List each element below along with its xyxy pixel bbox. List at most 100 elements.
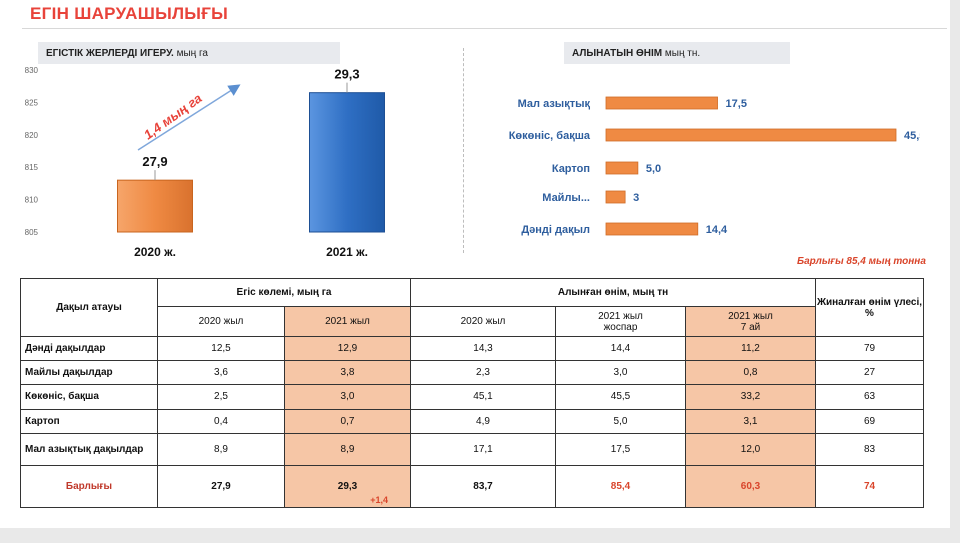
yield-value-label: 45,5 xyxy=(904,130,920,142)
bar-2020 xyxy=(117,179,193,233)
total-share: 74 xyxy=(815,464,924,509)
table-row: Дәнді дақылдар 12,5 12,9 14,3 14,4 11,2 79 xyxy=(20,336,924,362)
crop-name-cell: Майлы дақылдар xyxy=(20,360,158,386)
table-cell-a20: 0,4 xyxy=(157,408,285,434)
col-share-header: Жиналған өнім үлесі, % xyxy=(815,277,924,338)
category-label: Мал азықтық xyxy=(518,98,591,110)
total-yield-plan: 85,4 xyxy=(555,464,686,509)
area-bar-chart: 830 825 820 815 810 805 27,9 2020 ж. 29,3 2021 ж… xyxy=(25,66,385,259)
table-cell-share: 79 xyxy=(815,336,924,362)
sub-yield-7m: 2021 жыл 7 ай xyxy=(685,306,816,338)
crop-name-cell: Көкөніс, бақша xyxy=(20,384,158,410)
y-tick-label: 825 xyxy=(25,98,39,107)
sub-area-2021: 2021 жыл xyxy=(284,306,411,338)
table-cell-share: 69 xyxy=(815,408,924,434)
table-cell-a20: 8,9 xyxy=(157,432,285,466)
category-label: Майлы... xyxy=(542,192,590,204)
table-row: Майлы дақылдар 3,6 3,8 2,3 3,0 0,8 27 xyxy=(20,360,924,386)
page-title: ЕГІН ШАРУАШЫЛЫҒЫ xyxy=(30,4,229,23)
yield-value-label: 17,5 xyxy=(726,98,747,110)
table-cell-plan: 45,5 xyxy=(555,384,686,410)
title-divider xyxy=(22,28,947,29)
sub-yield-2020: 2020 жыл xyxy=(410,306,556,338)
growth-arrow xyxy=(137,84,241,151)
col-area-header: Егіс көлемі, мың га xyxy=(157,277,411,308)
table-row: Мал азықтық дақылдар 8,9 8,9 17,1 17,5 12,0 83 xyxy=(20,432,924,466)
table-cell-y20: 14,3 xyxy=(410,336,556,362)
table-cell-m7: 3,1 xyxy=(685,408,816,434)
category-label: Көкөніс, бақша xyxy=(509,130,591,142)
sub-yield-plan-line1: 2021 жыл xyxy=(598,310,643,322)
crop-name-cell: Дәнді дақылдар xyxy=(20,336,158,362)
table-cell-plan: 3,0 xyxy=(555,360,686,386)
table-row: Картоп 0,4 0,7 4,9 5,0 3,1 69 xyxy=(20,408,924,434)
table-cell-share: 27 xyxy=(815,360,924,386)
yield-value-label: 14,4 xyxy=(706,224,728,236)
panel-separator xyxy=(463,48,464,253)
total-area-2021: 29,3 +1,4 xyxy=(284,464,411,509)
table-cell-m7: 33,2 xyxy=(685,384,816,410)
right-chart-unit: мың тн. xyxy=(662,48,701,59)
bar-2021 xyxy=(309,92,385,233)
yield-bar xyxy=(605,128,897,142)
total-yield-2020: 83,7 xyxy=(410,464,556,509)
right-chart-header: АЛЫНАТЫН ӨНІМ мың тн. xyxy=(564,42,790,64)
y-tick-label: 820 xyxy=(25,131,39,140)
table-cell-a20: 3,6 xyxy=(157,360,285,386)
table-cell-share: 83 xyxy=(815,432,924,466)
y-tick-label: 830 xyxy=(25,66,39,75)
total-area-delta: +1,4 xyxy=(370,495,388,505)
sub-yield-plan: 2021 жыл жоспар xyxy=(555,306,686,338)
yield-bar xyxy=(605,96,718,110)
total-area-2020: 27,9 xyxy=(157,464,285,509)
col-yield-header: Алынған өнім, мың тн xyxy=(410,277,816,308)
yield-value-label: 3 xyxy=(633,192,639,204)
table-cell-m7: 12,0 xyxy=(685,432,816,466)
table-cell-a21: 3,0 xyxy=(284,384,411,410)
x-category-label: 2021 ж. xyxy=(326,245,368,259)
right-chart-title: АЛЫНАТЫН ӨНІМ xyxy=(572,48,663,59)
table-cell-plan: 17,5 xyxy=(555,432,686,466)
table-cell-a20: 12,5 xyxy=(157,336,285,362)
y-tick-label: 810 xyxy=(25,196,39,205)
slide: ЕГІН ШАРУАШЫЛЫҒЫ ЕГІСТІК ЖЕРЛЕРДІ ИГЕРУ.… xyxy=(0,0,950,528)
table-cell-m7: 11,2 xyxy=(685,336,816,362)
table-cell-y20: 17,1 xyxy=(410,432,556,466)
table-cell-a21: 8,9 xyxy=(284,432,411,466)
yield-value-label: 5,0 xyxy=(646,163,661,175)
left-chart-unit: мың га xyxy=(173,48,208,59)
table-cell-y20: 4,9 xyxy=(410,408,556,434)
sub-yield-7m-line1: 2021 жыл xyxy=(728,310,773,322)
category-label: Картоп xyxy=(552,163,590,175)
table-cell-m7: 0,8 xyxy=(685,360,816,386)
bar-value-label: 29,3 xyxy=(334,67,359,82)
category-label: Дәнді дақыл xyxy=(521,224,590,236)
total-area-2021-value: 29,3 xyxy=(337,480,358,492)
yield-bar xyxy=(605,222,699,236)
col-crop-header: Дақыл атауы xyxy=(20,277,158,338)
table-cell-a20: 2,5 xyxy=(157,384,285,410)
table-total-row: Барлығы 27,9 29,3 +1,4 83,7 85,4 60,3 74 xyxy=(20,464,924,509)
table-cell-a21: 0,7 xyxy=(284,408,411,434)
table-cell-y20: 2,3 xyxy=(410,360,556,386)
total-name: Барлығы xyxy=(20,464,158,509)
table-cell-share: 63 xyxy=(815,384,924,410)
table-cell-a21: 12,9 xyxy=(284,336,411,362)
crop-table: Дақыл атауы Егіс көлемі, мың га Алынған … xyxy=(20,277,924,509)
y-tick-label: 805 xyxy=(25,228,39,237)
yield-bar-chart: Мал азықтық 17,5 Көкөніс, бақша 45,5 Картоп 5… xyxy=(509,96,920,236)
table-cell-plan: 5,0 xyxy=(555,408,686,434)
left-chart-header: ЕГІСТІК ЖЕРЛЕРДІ ИГЕРУ. мың га xyxy=(38,42,340,64)
table-cell-plan: 14,4 xyxy=(555,336,686,362)
table-row: Көкөніс, бақша 2,5 3,0 45,1 45,5 33,2 63 xyxy=(20,384,924,410)
crop-name-cell: Мал азықтық дақылдар xyxy=(20,432,158,466)
yield-bar xyxy=(605,190,626,204)
yield-bar xyxy=(605,161,639,175)
table-cell-y20: 45,1 xyxy=(410,384,556,410)
total-yield-note: Барлығы 85,4 мың тонна xyxy=(797,256,926,267)
left-chart-title: ЕГІСТІК ЖЕРЛЕРДІ ИГЕРУ. xyxy=(46,48,174,59)
y-tick-label: 815 xyxy=(25,163,39,172)
sub-yield-7m-line2: 7 ай xyxy=(740,321,761,333)
sub-yield-plan-line2: жоспар xyxy=(603,321,638,333)
bar-value-label: 27,9 xyxy=(142,154,167,169)
